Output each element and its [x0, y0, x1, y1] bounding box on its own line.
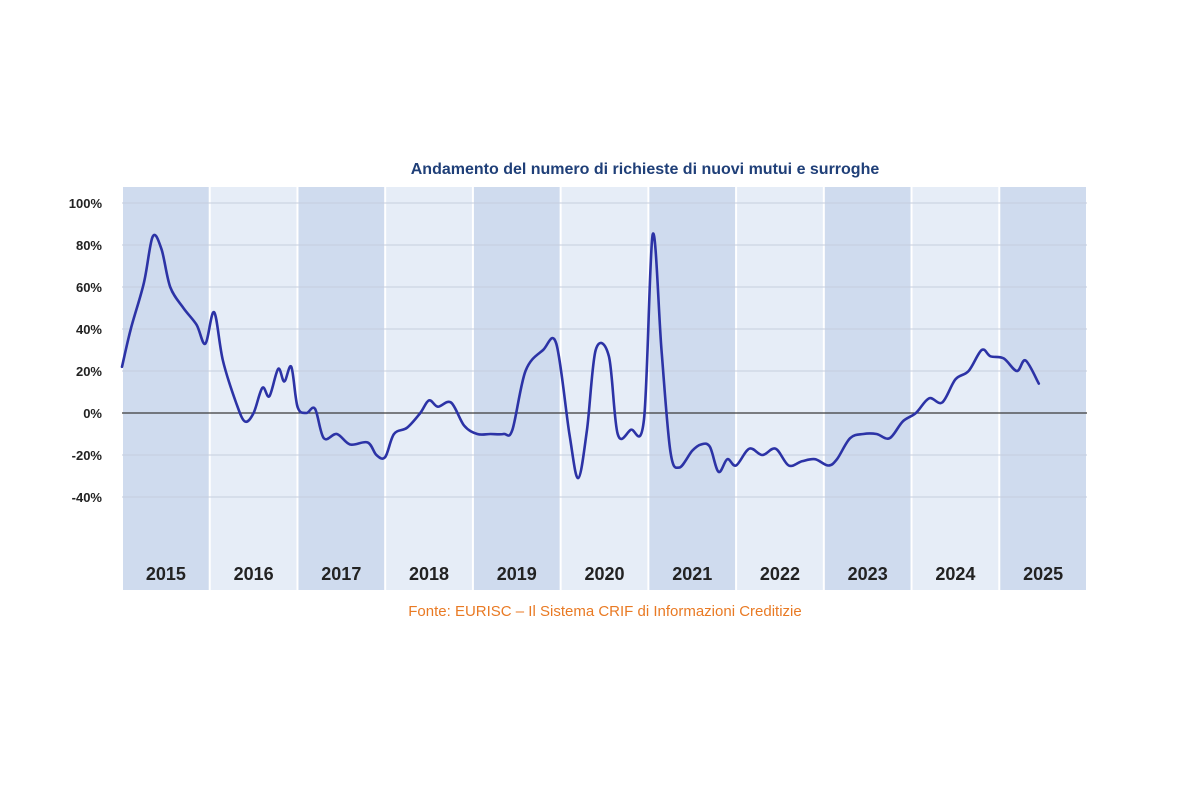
- y-tick-label: -40%: [72, 490, 103, 505]
- year-bands: [123, 187, 1086, 590]
- y-tick-label: 0%: [83, 406, 102, 421]
- year-band-2025: [1000, 187, 1086, 590]
- y-tick-label: 20%: [76, 364, 102, 379]
- series-layer: [120, 232, 1041, 480]
- x-tick-label: 2022: [760, 564, 800, 584]
- gridlines: [122, 202, 1087, 498]
- y-axis-ticks: 100% 80% 60% 40% 20% 0% -20% -40%: [69, 196, 103, 505]
- y-tick-label: -20%: [72, 448, 103, 463]
- x-tick-label: 2016: [234, 564, 274, 584]
- year-band-2020: [561, 187, 648, 590]
- x-tick-label: 2017: [321, 564, 361, 584]
- year-band-2023: [824, 187, 911, 590]
- year-band-2024: [912, 187, 999, 590]
- year-band-2019: [473, 187, 560, 590]
- year-band-2018: [386, 187, 472, 590]
- year-band-2017: [298, 187, 385, 590]
- x-tick-label: 2018: [409, 564, 449, 584]
- y-tick-label: 40%: [76, 322, 102, 337]
- year-band-2021: [649, 187, 736, 590]
- series-line-0: [120, 232, 1041, 480]
- chart-title: Andamento del numero di richieste di nuo…: [410, 161, 880, 178]
- y-tick-label: 80%: [76, 238, 102, 253]
- year-band-2022: [737, 187, 823, 590]
- x-tick-label: 2019: [497, 564, 537, 584]
- x-tick-label: 2021: [672, 564, 712, 584]
- source-note: Fonte: EURISC – Il Sistema CRIF di Infor…: [408, 603, 802, 620]
- year-band-2016: [210, 187, 297, 590]
- x-tick-label: 2025: [1023, 564, 1063, 584]
- x-tick-label: 2024: [935, 564, 975, 584]
- x-tick-label: 2023: [848, 564, 888, 584]
- y-tick-label: 100%: [69, 196, 103, 211]
- x-axis-ticks: 2015 2016 2017 2018 2019 2020 2021 2022 2023 2024…: [146, 564, 1063, 584]
- y-tick-label: 60%: [76, 280, 102, 295]
- x-tick-label: 2020: [584, 564, 624, 584]
- year-band-2015: [123, 187, 209, 590]
- x-tick-label: 2015: [146, 564, 186, 584]
